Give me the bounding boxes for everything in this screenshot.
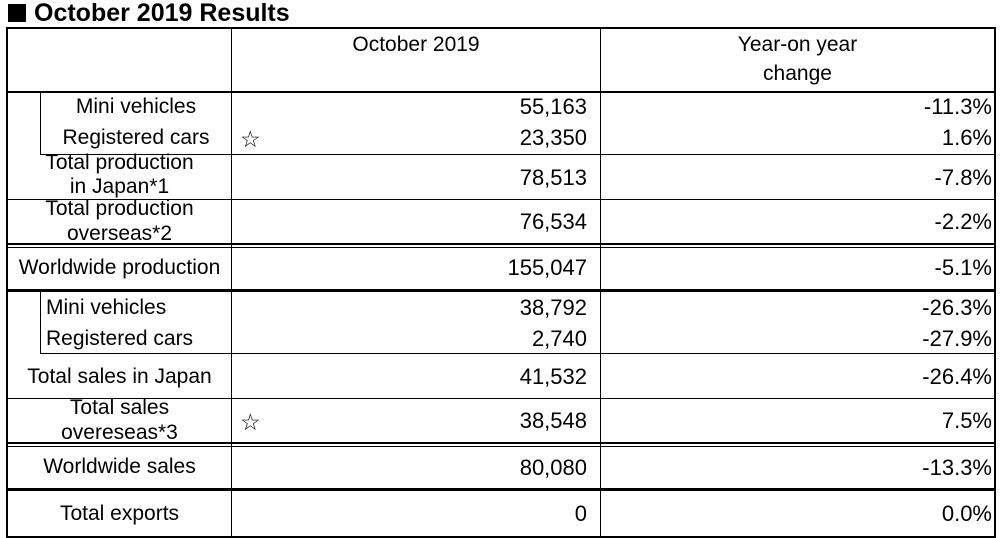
row-value-total-production-overseas: 76,534 [519,209,587,234]
row-value-mini-vehicles-sales: 38,792 [519,295,587,320]
row-label-total-sales-japan: Total sales in Japan [27,365,212,388]
row-change-total-production-overseas: -2.2% [934,209,992,234]
row-value-total-sales-overseas: 38,548 [519,408,587,433]
row-label-total-production-japan-line2: in Japan*1 [69,175,170,198]
row-value-mini-vehicles-production: 55,163 [519,94,587,119]
row-change-total-production-japan: -7.8% [934,165,992,190]
star-icon: ☆ [240,409,261,435]
row-change-total-sales-overseas: 7.5% [941,408,992,433]
header-change-line1: Year-on year [737,33,858,56]
row-change-worldwide-production: -5.1% [934,255,992,280]
row-label-registered-cars-sales: Registered cars [46,327,194,350]
header-period: October 2019 [352,33,480,56]
row-label-mini-vehicles-sales: Mini vehicles [46,296,167,319]
row-value-worldwide-sales: 80,080 [519,455,587,480]
row-change-worldwide-sales: -13.3% [922,455,992,480]
row-value-total-sales-japan: 41,532 [519,364,587,389]
row-value-total-production-japan: 78,513 [519,165,587,190]
row-label-total-production-japan-line1: Total production [45,151,194,174]
row-label-mini-vehicles-production: Mini vehicles [75,95,197,118]
row-change-mini-vehicles-production: -11.3% [923,94,992,119]
page-title-text: October 2019 Results [34,0,290,27]
row-change-total-sales-japan: -26.4% [922,364,992,389]
header-change-line2: change [763,62,832,85]
row-value-worldwide-production: 155,047 [507,255,587,280]
row-change-registered-cars-sales: -27.9% [922,326,992,351]
row-label-total-sales-overseas-line1: Total sales [69,396,170,419]
row-label-registered-cars-production: Registered cars [62,126,210,149]
page-title: October 2019 Results [0,0,290,28]
star-icon: ☆ [240,126,261,152]
row-change-mini-vehicles-sales: -26.3% [922,295,992,320]
row-label-total-production-overseas-line1: Total production [45,197,194,220]
row-value-total-exports: 0 [574,501,587,526]
row-change-total-exports: 0.0% [941,501,992,526]
row-change-registered-cars-production: 1.6% [941,125,992,150]
row-label-total-production-overseas-line2: overseas*2 [66,222,173,245]
row-value-registered-cars-production: 23,350 [519,125,587,150]
row-value-registered-cars-sales: 2,740 [531,326,587,351]
row-label-worldwide-production: Worldwide production [18,256,221,279]
square-bullet-icon [8,4,26,22]
row-label-total-sales-overseas-line2: overeseas*3 [61,421,178,444]
row-label-worldwide-sales: Worldwide sales [43,455,196,478]
row-label-total-exports: Total exports [59,502,180,525]
